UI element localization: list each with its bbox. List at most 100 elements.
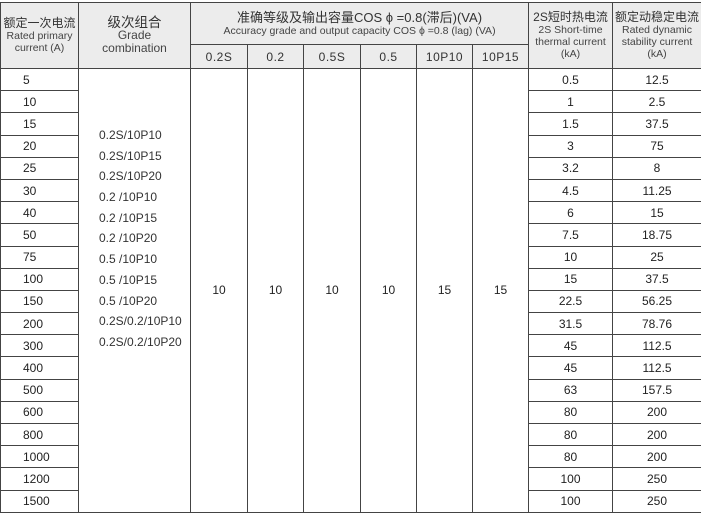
cell-dynamic-current: 37.5 xyxy=(613,268,701,290)
cell-dynamic-current: 25 xyxy=(613,246,701,268)
cell-dynamic-current: 37.5 xyxy=(613,113,701,135)
cell-accuracy-capacity: 10 xyxy=(304,69,361,513)
grade-combination-item: 0.5 /10P20 xyxy=(99,291,190,312)
header-en: combination xyxy=(79,42,190,55)
grade-combination-item: 0.2S/10P20 xyxy=(99,166,190,187)
cell-rated-current: 200 xyxy=(1,313,79,335)
cell-rated-current: 600 xyxy=(1,401,79,423)
grade-combination-item: 0.2S/0.2/10P20 xyxy=(99,332,190,353)
header-rated-primary-current: 额定一次电流 Rated primary current (A) xyxy=(1,3,79,69)
cell-dynamic-current: 200 xyxy=(613,401,701,423)
header-zh: 2S短时热电流 xyxy=(529,11,612,24)
cell-thermal-current: 80 xyxy=(529,446,613,468)
cell-dynamic-current: 2.5 xyxy=(613,91,701,113)
cell-dynamic-current: 112.5 xyxy=(613,357,701,379)
cell-accuracy-capacity: 10 xyxy=(191,69,248,513)
cell-rated-current: 20 xyxy=(1,135,79,157)
header-accuracy-class: 10P10 xyxy=(417,45,473,69)
cell-accuracy-capacity: 10 xyxy=(248,69,304,513)
cell-thermal-current: 7.5 xyxy=(529,224,613,246)
header-accuracy-grade: 准确等级及输出容量COS ϕ =0.8(滞后)(VA) Accuracy gra… xyxy=(191,3,529,45)
header-en: Accuracy grade and output capacity COS ϕ… xyxy=(191,25,528,37)
cell-rated-current: 40 xyxy=(1,202,79,224)
cell-dynamic-current: 157.5 xyxy=(613,379,701,401)
cell-rated-current: 1000 xyxy=(1,446,79,468)
header-accuracy-class: 10P15 xyxy=(473,45,529,69)
grade-combination-item: 0.5 /10P10 xyxy=(99,249,190,270)
cell-dynamic-current: 18.75 xyxy=(613,224,701,246)
cell-dynamic-current: 250 xyxy=(613,490,701,512)
cell-dynamic-current: 200 xyxy=(613,424,701,446)
header-accuracy-class: 0.5S xyxy=(304,45,361,69)
cell-rated-current: 1200 xyxy=(1,468,79,490)
header-thermal-current: 2S短时热电流 2S Short-time thermal current (k… xyxy=(529,3,613,69)
cell-rated-current: 150 xyxy=(1,290,79,312)
header-en: (kA) xyxy=(613,48,701,60)
cell-thermal-current: 4.5 xyxy=(529,179,613,201)
cell-dynamic-current: 56.25 xyxy=(613,290,701,312)
grade-combination-item: 0.5 /10P15 xyxy=(99,270,190,291)
cell-accuracy-capacity: 15 xyxy=(473,69,529,513)
cell-dynamic-current: 250 xyxy=(613,468,701,490)
header-zh: 准确等级及输出容量COS ϕ =0.8(滞后)(VA) xyxy=(191,11,528,25)
cell-rated-current: 25 xyxy=(1,157,79,179)
header-accuracy-class: 0.2S xyxy=(191,45,248,69)
cell-thermal-current: 22.5 xyxy=(529,290,613,312)
cell-thermal-current: 0.5 xyxy=(529,69,613,91)
cell-thermal-current: 80 xyxy=(529,401,613,423)
cell-thermal-current: 31.5 xyxy=(529,313,613,335)
cell-rated-current: 400 xyxy=(1,357,79,379)
header-en: current (A) xyxy=(1,42,78,54)
cell-dynamic-current: 12.5 xyxy=(613,69,701,91)
cell-thermal-current: 10 xyxy=(529,246,613,268)
cell-thermal-current: 15 xyxy=(529,268,613,290)
header-accuracy-class: 0.5 xyxy=(361,45,417,69)
cell-thermal-current: 3 xyxy=(529,135,613,157)
cell-dynamic-current: 11.25 xyxy=(613,179,701,201)
cell-thermal-current: 100 xyxy=(529,468,613,490)
cell-accuracy-capacity: 15 xyxy=(417,69,473,513)
cell-rated-current: 50 xyxy=(1,224,79,246)
cell-thermal-current: 45 xyxy=(529,335,613,357)
cell-dynamic-current: 15 xyxy=(613,202,701,224)
cell-dynamic-current: 75 xyxy=(613,135,701,157)
header-zh: 额定动稳定电流 xyxy=(613,11,701,24)
cell-thermal-current: 100 xyxy=(529,490,613,512)
header-grade-combination: 级次组合 Grade combination xyxy=(79,3,191,69)
cell-rated-current: 300 xyxy=(1,335,79,357)
cell-rated-current: 75 xyxy=(1,246,79,268)
cell-dynamic-current: 200 xyxy=(613,446,701,468)
header-dynamic-stability-current: 额定动稳定电流 Rated dynamic stability current … xyxy=(613,3,701,69)
header-zh: 额定一次电流 xyxy=(1,17,78,30)
grade-combination-item: 0.2S/10P15 xyxy=(99,146,190,167)
cell-thermal-current: 1 xyxy=(529,91,613,113)
header-en: (kA) xyxy=(529,48,612,60)
header-en: 2S Short-time xyxy=(529,24,612,36)
cell-thermal-current: 3.2 xyxy=(529,157,613,179)
header-en: Rated dynamic xyxy=(613,24,701,36)
cell-rated-current: 1500 xyxy=(1,490,79,512)
cell-rated-current: 100 xyxy=(1,268,79,290)
cell-thermal-current: 63 xyxy=(529,379,613,401)
header-en: Rated primary xyxy=(1,30,78,42)
header-en: thermal current xyxy=(529,36,612,48)
cell-accuracy-capacity: 10 xyxy=(361,69,417,513)
header-accuracy-class: 0.2 xyxy=(248,45,304,69)
cell-rated-current: 15 xyxy=(1,113,79,135)
grade-combination-item: 0.2S/10P10 xyxy=(99,125,190,146)
grade-combination-item: 0.2 /10P15 xyxy=(99,208,190,229)
cell-thermal-current: 1.5 xyxy=(529,113,613,135)
cell-rated-current: 800 xyxy=(1,424,79,446)
cell-thermal-current: 80 xyxy=(529,424,613,446)
cell-dynamic-current: 78.76 xyxy=(613,313,701,335)
cell-thermal-current: 45 xyxy=(529,357,613,379)
cell-rated-current: 500 xyxy=(1,379,79,401)
grade-combination-item: 0.2S/0.2/10P10 xyxy=(99,311,190,332)
grade-combination-item: 0.2 /10P20 xyxy=(99,228,190,249)
cell-rated-current: 30 xyxy=(1,179,79,201)
grade-combination-item: 0.2 /10P10 xyxy=(99,187,190,208)
header-en: stability current xyxy=(613,36,701,48)
